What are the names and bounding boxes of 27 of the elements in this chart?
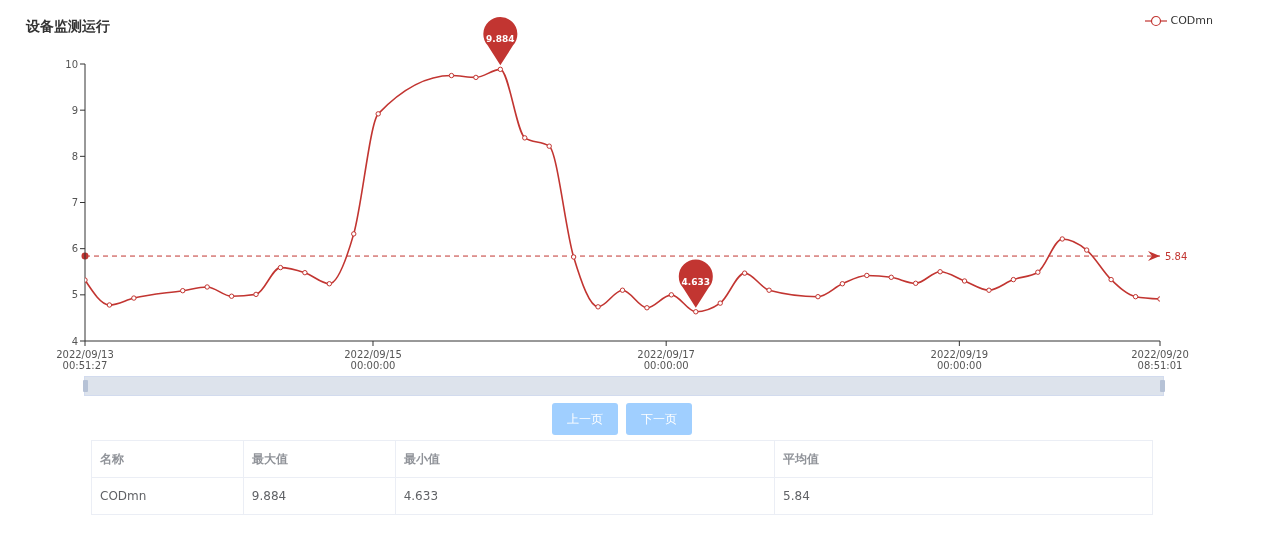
annotation: 4.633 xyxy=(681,276,711,287)
y-tick-label: 5 xyxy=(71,289,78,301)
legend-label: CODmn xyxy=(1170,14,1213,27)
y-tick-label: 9 xyxy=(71,104,78,116)
text: 最大值 xyxy=(243,440,396,478)
text: 平均值 xyxy=(774,440,1153,478)
text: 9.884 xyxy=(243,477,396,515)
text: 5.84 xyxy=(774,477,1153,515)
y-tick-label: 10 xyxy=(65,58,78,70)
annotation: 9.884 xyxy=(486,34,515,45)
ref-line-label: 5.84 xyxy=(1165,251,1188,263)
x-tick-label: 2022/09/19 00:00:00 xyxy=(930,349,989,371)
text: 下一页 xyxy=(626,403,692,435)
text: 上一页 xyxy=(552,403,618,435)
x-tick-label: 2022/09/15 00:00:00 xyxy=(344,349,402,371)
x-tick-label: 2022/09/17 00:00:00 xyxy=(637,349,695,371)
y-tick-label: 8 xyxy=(71,150,78,162)
x-tick-label: 2022/09/20 08:51:01 xyxy=(1131,349,1189,371)
chart-title: 设备监测运行 xyxy=(26,18,110,36)
text: CODmn xyxy=(91,477,244,515)
text: 名称 xyxy=(91,440,244,478)
y-tick-label: 6 xyxy=(71,243,78,255)
text: 最小值 xyxy=(395,440,775,478)
y-tick-label: 7 xyxy=(71,197,78,209)
y-tick-label: 4 xyxy=(71,335,78,347)
text: 4.633 xyxy=(395,477,775,515)
x-tick-label: 2022/09/13 00:51:27 xyxy=(56,349,114,371)
